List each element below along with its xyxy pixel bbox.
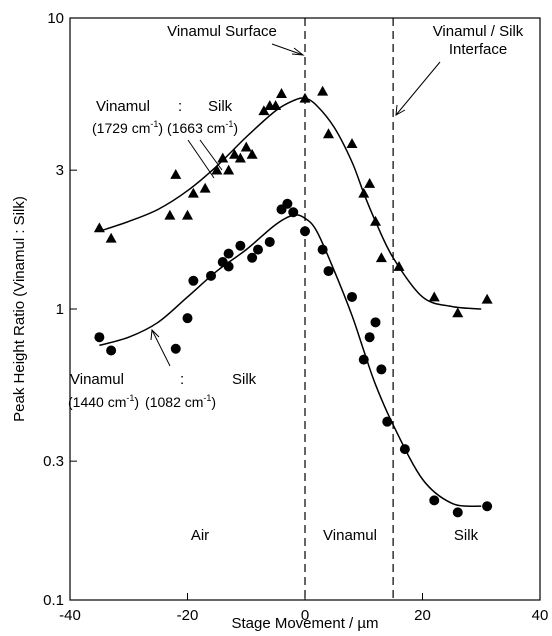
annotation-part: ) bbox=[134, 394, 139, 410]
annotation: (1440 cm-1) (1082 cm-1) bbox=[68, 393, 216, 410]
x-tick-label: 20 bbox=[414, 607, 431, 624]
triangle-point bbox=[170, 168, 182, 179]
annotation: Vinamul: Silk bbox=[70, 371, 257, 388]
triangle-point bbox=[211, 164, 223, 175]
circle-point bbox=[452, 507, 463, 518]
triangle-point bbox=[375, 252, 387, 263]
annotation-part: -1 bbox=[203, 393, 211, 403]
triangle-point bbox=[323, 128, 334, 139]
arrow bbox=[151, 329, 171, 367]
x-tick-label: -40 bbox=[59, 607, 81, 624]
circle-point bbox=[182, 313, 193, 324]
arrow-head bbox=[395, 104, 406, 116]
annotation: Vinamul: Silk bbox=[96, 98, 233, 115]
annotation-part: Vinamul bbox=[96, 98, 150, 115]
x-tick-label: 40 bbox=[532, 607, 549, 624]
triangle-point bbox=[258, 105, 270, 116]
triangle-point bbox=[182, 209, 193, 220]
annotation-part: : bbox=[178, 98, 182, 115]
annotation: Vinamul Surface bbox=[167, 23, 277, 40]
circle-point bbox=[347, 291, 357, 302]
y-tick-label: 0.1 bbox=[43, 592, 64, 609]
triangle-point bbox=[164, 209, 176, 220]
circle-point bbox=[247, 252, 258, 263]
circle-point bbox=[188, 275, 199, 286]
x-tick-label: 0 bbox=[301, 607, 309, 624]
annotation-part: (1082 cm bbox=[145, 394, 203, 410]
circle-point bbox=[264, 236, 275, 247]
annotation-part: -1 bbox=[225, 119, 233, 129]
arrow bbox=[271, 43, 304, 56]
x-tick-label: -20 bbox=[177, 607, 199, 624]
circle-point bbox=[282, 198, 293, 209]
circle-point bbox=[300, 226, 310, 237]
triangle-point bbox=[364, 177, 376, 188]
y-tick-label: 10 bbox=[47, 10, 64, 27]
arrow-head bbox=[150, 328, 160, 341]
triangle-point bbox=[428, 291, 440, 302]
annotation-part: ) bbox=[211, 394, 216, 410]
region-label: Silk bbox=[454, 527, 479, 544]
triangle-point bbox=[199, 182, 211, 193]
triangle-point bbox=[105, 232, 117, 243]
triangle-point bbox=[317, 85, 329, 96]
fit-curve bbox=[99, 214, 482, 508]
triangle-point bbox=[229, 148, 240, 159]
triangle-point bbox=[346, 138, 358, 149]
arrow bbox=[395, 61, 441, 116]
circle-point bbox=[253, 244, 263, 255]
triangle-point bbox=[481, 293, 493, 304]
arrow-head bbox=[291, 47, 305, 56]
triangle-point bbox=[223, 164, 235, 175]
circle-point bbox=[94, 332, 105, 343]
y-axis-label: Peak Height Ratio (Vinamul : Silk) bbox=[11, 196, 28, 422]
circle-point bbox=[482, 501, 493, 512]
triangle-point bbox=[217, 152, 229, 163]
circle-point bbox=[170, 343, 181, 354]
circle-point bbox=[429, 495, 440, 506]
circle-point bbox=[106, 345, 117, 356]
annotation-part: : bbox=[180, 371, 184, 388]
triangle-point bbox=[270, 100, 282, 110]
annotation-part: Vinamul bbox=[70, 371, 124, 388]
triangle-point bbox=[246, 148, 258, 159]
annotation-part: (1729 cm bbox=[92, 120, 150, 136]
triangle-point bbox=[452, 307, 464, 318]
circle-point bbox=[323, 266, 334, 277]
annotation-part: -1 bbox=[126, 393, 134, 403]
annotation-part: ) bbox=[233, 120, 238, 136]
triangle-point bbox=[276, 88, 287, 98]
annotation-part: ) bbox=[158, 120, 163, 136]
circle-point bbox=[376, 364, 387, 375]
annotation-part: (1440 cm bbox=[68, 394, 126, 410]
annotation: Vinamul / Silk bbox=[433, 23, 524, 40]
annotation-part: Silk bbox=[208, 98, 233, 115]
circle-point bbox=[364, 332, 375, 343]
y-tick-label: 0.3 bbox=[43, 453, 64, 470]
annotation-part: -1 bbox=[150, 119, 158, 129]
region-label: Vinamul bbox=[323, 527, 377, 544]
circle-point bbox=[235, 240, 246, 251]
x-axis-label: Stage Movement / µm bbox=[231, 615, 378, 632]
circle-point bbox=[223, 248, 234, 259]
y-tick-label: 1 bbox=[56, 301, 64, 318]
fit-curve bbox=[99, 97, 482, 310]
region-label: Air bbox=[191, 527, 209, 544]
triangle-point bbox=[234, 152, 246, 163]
annotation-part: Silk bbox=[232, 371, 257, 388]
triangle-point bbox=[187, 187, 199, 198]
arrow bbox=[199, 139, 223, 171]
circle-point bbox=[317, 244, 328, 255]
triangle-point bbox=[240, 141, 252, 152]
annotation-part: (1663 cm bbox=[167, 120, 225, 136]
annotation: (1729 cm-1) (1663 cm-1) bbox=[92, 119, 238, 136]
circle-point bbox=[370, 317, 381, 328]
annotation: Interface bbox=[449, 41, 507, 58]
y-tick-label: 3 bbox=[56, 162, 64, 179]
